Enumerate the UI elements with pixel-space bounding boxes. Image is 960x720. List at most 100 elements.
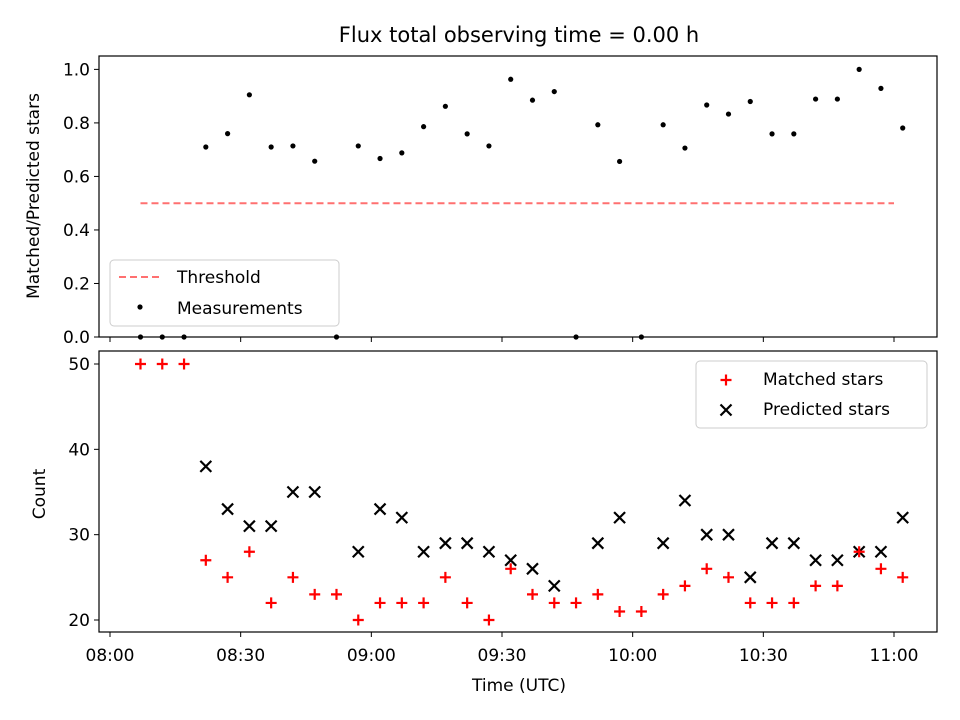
predicted-point xyxy=(221,502,234,516)
top-y-tick-label: 0.0 xyxy=(63,328,90,348)
matched-point xyxy=(853,546,865,558)
matched-point xyxy=(396,597,408,609)
measurement-point xyxy=(442,103,448,109)
x-tick-label: 08:00 xyxy=(86,646,135,666)
legend-threshold-label: Threshold xyxy=(176,268,261,288)
matched-point xyxy=(679,580,691,592)
measurement-point xyxy=(617,158,623,165)
predicted-point xyxy=(395,511,409,524)
matched-point xyxy=(722,571,734,583)
x-tick-label: 08:30 xyxy=(216,646,265,666)
legend-matched-swatch xyxy=(720,374,732,386)
matched-point xyxy=(570,597,582,609)
measurement-point xyxy=(421,124,427,130)
predicted-point xyxy=(787,536,801,550)
predicted-point xyxy=(526,562,539,576)
measurement-point xyxy=(704,102,710,108)
predicted-point xyxy=(656,536,670,550)
predicted-point xyxy=(482,545,496,559)
bottom-panel: 20 30 40 50 08:00 08:30 09:00 09:30 10:00 10:30 11… xyxy=(68,350,938,666)
measurement-point xyxy=(682,145,688,151)
measurement-point xyxy=(856,66,862,72)
bottom-y-tick-label: 40 xyxy=(68,440,90,460)
matched-point xyxy=(418,597,430,609)
measurement-point xyxy=(246,92,252,98)
measurement-point xyxy=(769,131,775,137)
matched-point xyxy=(178,358,190,370)
matched-point xyxy=(374,597,386,609)
matched-point xyxy=(505,563,517,575)
measurement-point xyxy=(813,96,819,102)
matched-point xyxy=(156,358,168,370)
top-legend-box xyxy=(109,259,340,327)
legend-measurements-swatch xyxy=(137,304,143,310)
predicted-point xyxy=(700,528,713,541)
legend-measurements-label: Measurements xyxy=(177,299,303,319)
predicted-point xyxy=(765,536,779,550)
measurement-point xyxy=(486,143,492,149)
matched-point xyxy=(897,571,909,583)
bottom-legend-box xyxy=(695,360,928,429)
matched-point xyxy=(461,597,473,609)
predicted-point xyxy=(243,519,256,533)
predicted-point xyxy=(547,579,561,593)
matched-point xyxy=(134,358,146,370)
x-axis-label: Time (UTC) xyxy=(471,676,566,696)
matched-point xyxy=(265,597,277,609)
x-tick-label: 09:30 xyxy=(478,646,527,666)
x-tick-label: 11:00 xyxy=(870,646,919,666)
legend-predicted-swatch xyxy=(719,403,733,417)
measurement-point xyxy=(529,97,536,103)
predicted-point xyxy=(417,545,430,559)
matched-point xyxy=(330,588,342,600)
measurement-point xyxy=(399,150,405,156)
bottom-y-tick-label: 30 xyxy=(68,526,90,546)
measurement-point xyxy=(355,143,361,149)
top-y-tick-label: 0.8 xyxy=(63,114,90,134)
matched-point xyxy=(526,588,538,600)
measurement-point xyxy=(834,96,840,102)
predicted-point xyxy=(439,536,452,550)
measurement-point xyxy=(660,122,666,128)
matched-point xyxy=(875,563,887,575)
x-tick-label: 09:00 xyxy=(347,646,396,666)
matched-point xyxy=(701,563,713,575)
predicted-point xyxy=(199,460,213,473)
predicted-point xyxy=(504,553,517,567)
matched-point xyxy=(222,571,234,583)
x-tick-label: 10:00 xyxy=(608,646,657,666)
predicted-point xyxy=(264,519,278,533)
predicted-point xyxy=(613,511,626,524)
matched-point xyxy=(635,605,647,617)
top-y-tick-label: 0.4 xyxy=(63,221,90,241)
measurement-point xyxy=(203,144,209,150)
chart-title: Flux total observing time = 0.00 h xyxy=(339,23,699,47)
matched-point xyxy=(766,597,778,609)
predicted-point xyxy=(874,545,888,559)
predicted-point xyxy=(460,536,474,550)
top-legend: Threshold Measurements xyxy=(109,259,340,327)
predicted-point xyxy=(743,571,757,584)
measurement-point xyxy=(290,143,296,149)
bottom-axes-frame xyxy=(98,350,938,633)
matched-point xyxy=(243,546,255,558)
predicted-point xyxy=(351,545,365,559)
measurement-point xyxy=(725,111,732,117)
matched-point xyxy=(287,571,299,583)
legend-matched-label: Matched stars xyxy=(763,370,883,390)
top-y-tick-label: 0.6 xyxy=(63,167,90,187)
matched-point xyxy=(352,614,364,626)
bottom-legend: Matched stars Predicted stars xyxy=(695,360,928,429)
bottom-y-axis-label: Count xyxy=(30,468,50,519)
matched-point xyxy=(439,571,451,583)
top-y-tick-label: 1.0 xyxy=(63,60,90,80)
predicted-point xyxy=(896,511,909,524)
top-axes-frame xyxy=(98,55,938,338)
matched-point xyxy=(831,580,843,592)
measurement-point xyxy=(595,122,601,128)
predicted-point xyxy=(373,502,387,516)
predicted-point xyxy=(831,553,844,567)
matched-point xyxy=(810,580,822,592)
predicted-point xyxy=(286,485,300,499)
top-y-axis-label: Matched/Predicted stars xyxy=(24,93,44,299)
